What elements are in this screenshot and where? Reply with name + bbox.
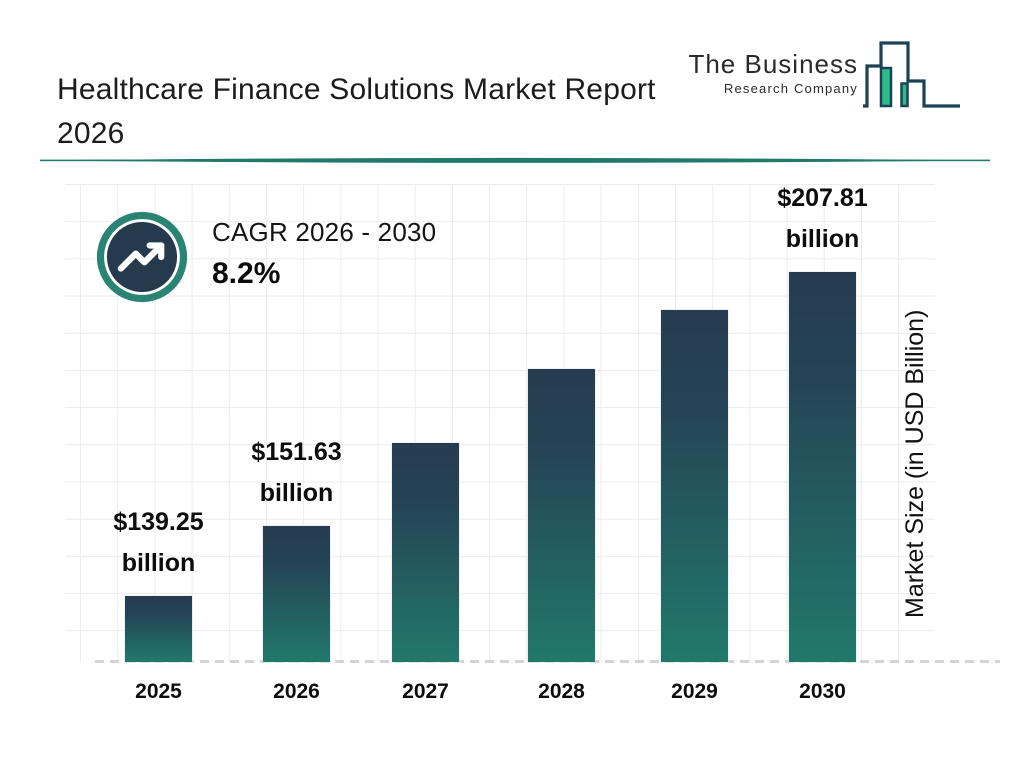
x-tick-2029: 2029 (671, 680, 718, 703)
page-title: Healthcare Finance Solutions Market Repo… (57, 73, 656, 151)
bar-value-amount: $207.81 (777, 184, 868, 212)
bar-value-unit: billion (259, 479, 334, 507)
x-tick-2030: 2030 (799, 680, 846, 703)
cagr-value: 8.2% (212, 257, 281, 290)
bar-2025 (125, 596, 192, 662)
bar-2030 (789, 272, 856, 662)
bar-value-label-2030: $207.81 billion (728, 178, 918, 260)
bar-value-unit: billion (121, 549, 196, 577)
company-logo: The Business Research Company (688, 38, 965, 110)
bar-value-label-2025: $139.25 billion (64, 502, 254, 584)
company-logo-text: The Business Research Company (688, 49, 858, 110)
bar-value-amount: $139.25 (113, 508, 204, 536)
bar-value-amount: $151.63 (251, 438, 342, 466)
x-tick-2028: 2028 (538, 680, 585, 703)
logo-name: The Business (688, 49, 858, 79)
x-tick-2027: 2027 (402, 680, 449, 703)
logo-subname: Research Company (723, 81, 858, 96)
cagr-text-block: CAGR 2026 - 2030 8.2% (212, 209, 436, 305)
y-axis-title: Market Size (in USD Billion) (901, 309, 929, 619)
bar-value-unit: billion (785, 225, 860, 253)
trending-up-icon (96, 211, 188, 303)
bar-2028 (528, 369, 595, 662)
cagr-badge: CAGR 2026 - 2030 8.2% (94, 209, 436, 305)
cagr-label: CAGR 2026 - 2030 (212, 217, 437, 247)
divider-line (40, 157, 990, 163)
bar-2026 (263, 526, 330, 662)
bar-2029 (661, 310, 728, 662)
x-tick-2025: 2025 (135, 680, 182, 703)
logo-bars-icon (863, 41, 960, 108)
x-tick-2026: 2026 (273, 680, 320, 703)
bar-2027 (392, 443, 459, 662)
bar-value-label-2026: $151.63 billion (202, 432, 392, 514)
